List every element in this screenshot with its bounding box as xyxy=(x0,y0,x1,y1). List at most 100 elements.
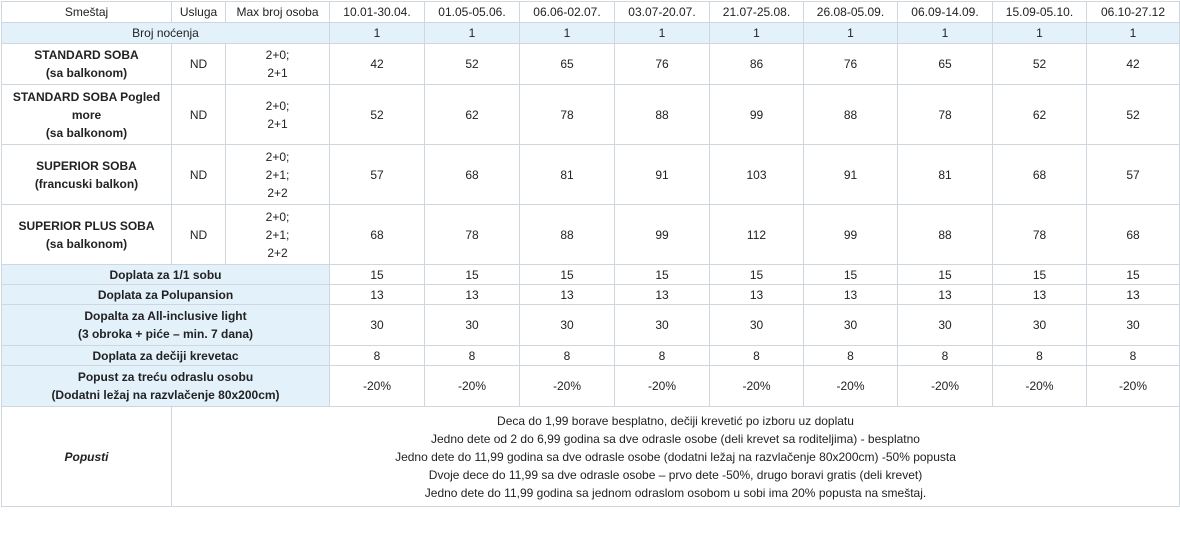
price-cell: 76 xyxy=(803,43,898,85)
room-name-line: (sa balkonom) xyxy=(45,125,128,140)
room-max-persons: 2+0; 2+1; 2+2 xyxy=(225,204,330,265)
room-max-persons: 2+0; 2+1 xyxy=(225,84,330,145)
surcharge-value: 8 xyxy=(897,345,993,366)
persons-line: 2+1; xyxy=(265,167,290,182)
price-cell: 91 xyxy=(803,144,898,205)
surcharge-value: 15 xyxy=(992,264,1087,285)
persons-line: 2+2 xyxy=(267,185,288,200)
nights-value: 1 xyxy=(519,22,615,44)
room-name-line: STANDARD SOBA Pogled xyxy=(12,89,161,104)
price-cell: 99 xyxy=(803,204,898,265)
header-row: Smeštaj Usluga Max broj osoba 10.01-30.0… xyxy=(1,1,1180,23)
price-cell: 88 xyxy=(803,84,898,145)
surcharge-value: 8 xyxy=(992,345,1087,366)
surcharge-value: 15 xyxy=(614,264,710,285)
surcharge-value: 13 xyxy=(614,284,710,305)
surcharge-label-line: (3 obroka + piće – min. 7 dana) xyxy=(77,327,254,341)
nights-value: 1 xyxy=(614,22,710,44)
surcharge-value: 30 xyxy=(519,304,615,346)
price-cell: 52 xyxy=(329,84,425,145)
surcharge-value: -20% xyxy=(709,365,804,407)
surcharge-value: -20% xyxy=(897,365,993,407)
header-smestaj: Smeštaj xyxy=(1,1,172,23)
persons-line: 2+0; xyxy=(265,209,290,224)
surcharge-value: 30 xyxy=(1086,304,1180,346)
surcharge-value: 13 xyxy=(709,284,804,305)
price-cell: 52 xyxy=(992,43,1087,85)
room-service: ND xyxy=(171,43,226,85)
price-cell: 65 xyxy=(519,43,615,85)
surcharge-value: 8 xyxy=(614,345,710,366)
nights-row: Broj noćenja 1 1 1 1 1 1 1 1 1 xyxy=(1,22,1180,44)
surcharge-value: 15 xyxy=(519,264,615,285)
surcharge-value: 8 xyxy=(519,345,615,366)
discount-line: Jedno dete do 11,99 godina sa dve odrasl… xyxy=(395,449,956,464)
surcharge-label-line: Popust za treću odraslu osobu xyxy=(77,370,254,384)
surcharge-value: -20% xyxy=(519,365,615,407)
price-cell: 78 xyxy=(519,84,615,145)
price-cell: 81 xyxy=(519,144,615,205)
header-period: 03.07-20.07. xyxy=(614,1,710,23)
nights-value: 1 xyxy=(992,22,1087,44)
header-usluga: Usluga xyxy=(171,1,226,23)
price-cell: 68 xyxy=(992,144,1087,205)
price-cell: 42 xyxy=(1086,43,1180,85)
room-name: SUPERIOR SOBA (francuski balkon) xyxy=(1,144,172,205)
price-cell: 88 xyxy=(614,84,710,145)
surcharge-label-line: Dopalta za All-inclusive light xyxy=(84,309,247,323)
persons-line: 2+0; xyxy=(265,48,290,62)
discount-line: Deca do 1,99 borave besplatno, dečiji kr… xyxy=(497,413,854,428)
room-max-persons: 2+0; 2+1 xyxy=(225,43,330,85)
price-cell: 88 xyxy=(897,204,993,265)
surcharge-label: Doplata za 1/1 sobu xyxy=(1,264,330,285)
surcharge-value: 8 xyxy=(424,345,520,366)
price-cell: 91 xyxy=(614,144,710,205)
price-cell: 81 xyxy=(897,144,993,205)
surcharge-value: 13 xyxy=(803,284,898,305)
surcharge-value: -20% xyxy=(992,365,1087,407)
nights-value: 1 xyxy=(897,22,993,44)
price-cell: 68 xyxy=(1086,204,1180,265)
nights-value: 1 xyxy=(803,22,898,44)
price-cell: 88 xyxy=(519,204,615,265)
surcharge-value: 15 xyxy=(709,264,804,285)
header-period: 21.07-25.08. xyxy=(709,1,804,23)
price-cell: 86 xyxy=(709,43,804,85)
surcharge-value: 8 xyxy=(1086,345,1180,366)
surcharge-row: Doplata za Polupansion 13 13 13 13 13 13… xyxy=(1,284,1180,305)
surcharge-value: -20% xyxy=(424,365,520,407)
surcharge-value: 8 xyxy=(803,345,898,366)
surcharge-row: Popust za treću odraslu osobu (Dodatni l… xyxy=(1,365,1180,407)
room-name-line: (sa balkonom) xyxy=(45,66,128,80)
room-row: SUPERIOR PLUS SOBA (sa balkonom) ND 2+0;… xyxy=(1,204,1180,265)
surcharge-value: 13 xyxy=(1086,284,1180,305)
price-cell: 78 xyxy=(897,84,993,145)
discount-line: Dvoje dece do 11,99 sa dve odrasle osobe… xyxy=(428,467,923,482)
persons-line: 2+1; xyxy=(265,227,290,242)
price-cell: 57 xyxy=(1086,144,1180,205)
persons-line: 2+0; xyxy=(265,98,290,113)
nights-label: Broj noćenja xyxy=(1,22,330,44)
room-row: STANDARD SOBA Pogled more (sa balkonom) … xyxy=(1,84,1180,145)
surcharge-value: 8 xyxy=(329,345,425,366)
surcharge-value: 15 xyxy=(329,264,425,285)
surcharge-value: 15 xyxy=(1086,264,1180,285)
price-cell: 112 xyxy=(709,204,804,265)
surcharge-value: 13 xyxy=(897,284,993,305)
room-row: STANDARD SOBA (sa balkonom) ND 2+0; 2+1 … xyxy=(1,43,1180,85)
surcharge-label-line: (Dodatni ležaj na razvlačenje 80x200cm) xyxy=(51,388,280,402)
room-service: ND xyxy=(171,84,226,145)
surcharge-value: 30 xyxy=(424,304,520,346)
surcharge-row: Dopalta za All-inclusive light (3 obroka… xyxy=(1,304,1180,346)
surcharge-label: Doplata za dečiji krevetac xyxy=(1,345,330,366)
header-period: 26.08-05.09. xyxy=(803,1,898,23)
price-cell: 99 xyxy=(709,84,804,145)
discounts-row: Popusti Deca do 1,99 borave besplatno, d… xyxy=(1,406,1180,507)
price-cell: 78 xyxy=(424,204,520,265)
room-name-line: SUPERIOR PLUS SOBA xyxy=(18,218,155,233)
surcharge-value: 15 xyxy=(424,264,520,285)
room-name-line: SUPERIOR SOBA xyxy=(36,158,137,173)
discount-line: Jedno dete od 2 do 6,99 godina sa dve od… xyxy=(431,431,920,446)
price-cell: 68 xyxy=(329,204,425,265)
surcharge-value: 13 xyxy=(424,284,520,305)
